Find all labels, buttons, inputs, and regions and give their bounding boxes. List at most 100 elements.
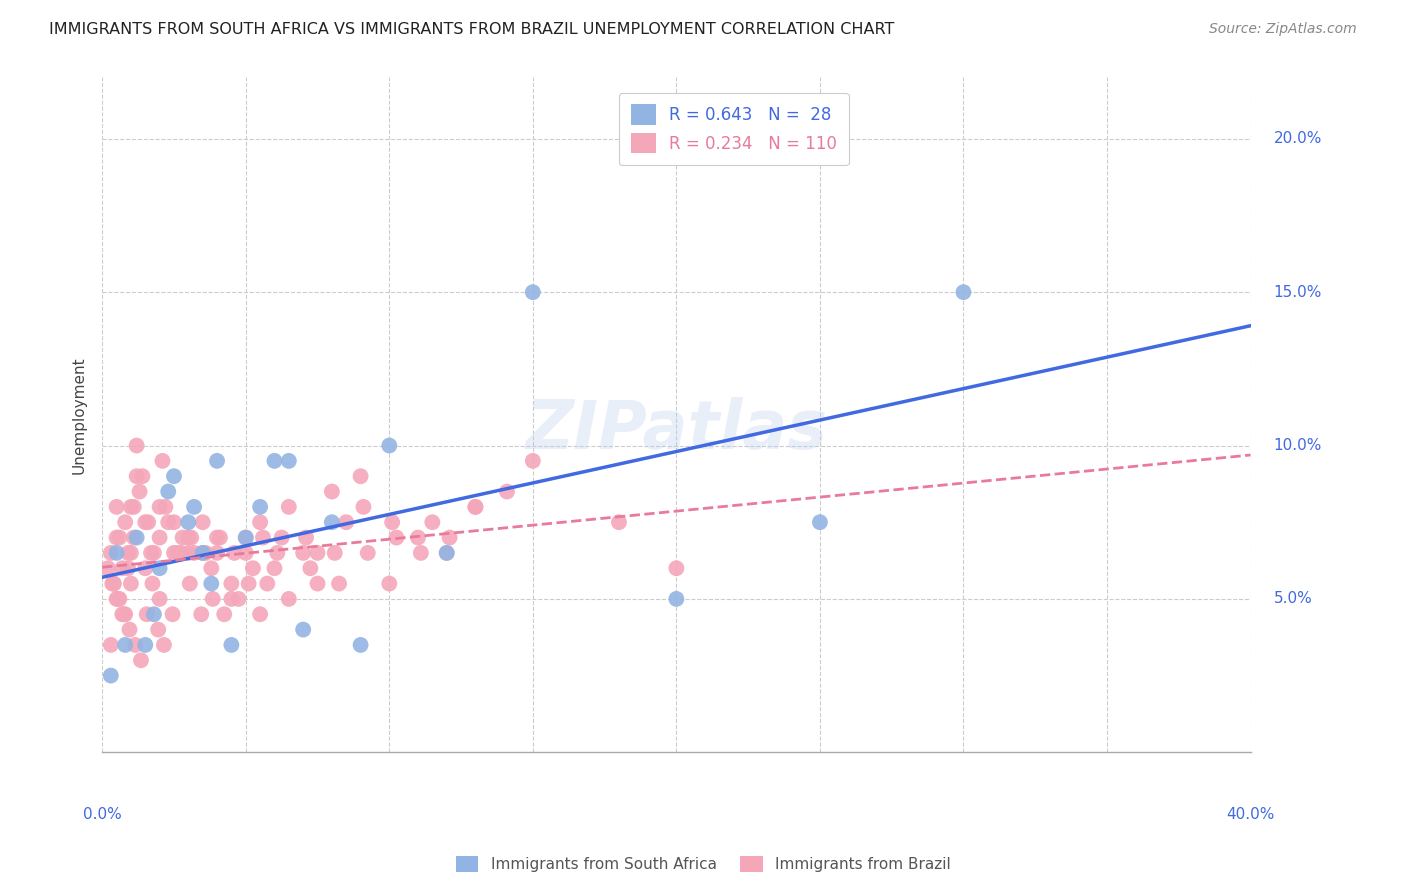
- Point: [191, 546, 214, 560]
- Point: [263, 561, 285, 575]
- Point: [436, 546, 458, 560]
- Point: [436, 546, 458, 560]
- Point: [108, 591, 131, 606]
- Point: [131, 469, 153, 483]
- Point: [200, 576, 222, 591]
- Point: [105, 531, 128, 545]
- Y-axis label: Unemployment: Unemployment: [72, 356, 86, 474]
- Point: [607, 515, 630, 529]
- Point: [153, 638, 176, 652]
- Point: [252, 531, 274, 545]
- Point: [464, 500, 486, 514]
- Point: [201, 591, 224, 606]
- Point: [136, 515, 159, 529]
- Text: 5.0%: 5.0%: [1274, 591, 1312, 607]
- Text: IMMIGRANTS FROM SOUTH AFRICA VS IMMIGRANTS FROM BRAZIL UNEMPLOYMENT CORRELATION : IMMIGRANTS FROM SOUTH AFRICA VS IMMIGRAN…: [49, 22, 894, 37]
- Point: [149, 531, 172, 545]
- Point: [422, 515, 444, 529]
- Text: Source: ZipAtlas.com: Source: ZipAtlas.com: [1209, 22, 1357, 37]
- Point: [177, 531, 200, 545]
- Point: [134, 515, 156, 529]
- Point: [249, 500, 271, 514]
- Point: [328, 576, 350, 591]
- Point: [406, 531, 429, 545]
- Point: [166, 546, 188, 560]
- Point: [249, 515, 271, 529]
- Point: [357, 546, 380, 560]
- Point: [100, 668, 122, 682]
- Point: [100, 638, 122, 652]
- Point: [157, 484, 180, 499]
- Point: [205, 546, 228, 560]
- Text: 15.0%: 15.0%: [1274, 285, 1322, 300]
- Point: [299, 561, 322, 575]
- Point: [111, 561, 134, 575]
- Point: [163, 469, 186, 483]
- Point: [194, 546, 217, 560]
- Point: [180, 531, 202, 545]
- Point: [665, 591, 688, 606]
- Point: [205, 454, 228, 468]
- Point: [177, 515, 200, 529]
- Point: [353, 500, 375, 514]
- Point: [235, 546, 257, 560]
- Point: [114, 638, 136, 652]
- Point: [105, 591, 128, 606]
- Point: [238, 576, 260, 591]
- Point: [270, 531, 292, 545]
- Point: [378, 438, 401, 452]
- Point: [212, 607, 235, 622]
- Point: [496, 484, 519, 499]
- Text: 20.0%: 20.0%: [1274, 131, 1322, 146]
- Point: [224, 546, 246, 560]
- Point: [124, 638, 146, 652]
- Point: [266, 546, 288, 560]
- Point: [381, 515, 404, 529]
- Point: [141, 576, 163, 591]
- Point: [295, 531, 318, 545]
- Point: [235, 531, 257, 545]
- Point: [292, 623, 315, 637]
- Point: [172, 531, 194, 545]
- Point: [163, 515, 186, 529]
- Point: [808, 515, 831, 529]
- Point: [120, 576, 142, 591]
- Point: [120, 500, 142, 514]
- Text: 0.0%: 0.0%: [83, 807, 121, 822]
- Point: [385, 531, 408, 545]
- Point: [162, 607, 184, 622]
- Point: [117, 546, 139, 560]
- Point: [149, 591, 172, 606]
- Point: [464, 500, 486, 514]
- Point: [321, 515, 343, 529]
- Point: [665, 561, 688, 575]
- Point: [183, 500, 205, 514]
- Point: [200, 561, 222, 575]
- Text: ZIPatlas: ZIPatlas: [526, 397, 827, 463]
- Point: [103, 576, 125, 591]
- Point: [148, 623, 170, 637]
- Point: [152, 454, 174, 468]
- Point: [190, 607, 212, 622]
- Point: [108, 531, 131, 545]
- Point: [221, 591, 243, 606]
- Point: [120, 546, 142, 560]
- Point: [522, 454, 544, 468]
- Text: 10.0%: 10.0%: [1274, 438, 1322, 453]
- Point: [256, 576, 278, 591]
- Point: [292, 546, 315, 560]
- Point: [191, 546, 214, 560]
- Point: [205, 531, 228, 545]
- Text: 40.0%: 40.0%: [1226, 807, 1275, 822]
- Point: [139, 546, 162, 560]
- Point: [170, 546, 193, 560]
- Point: [242, 561, 264, 575]
- Point: [125, 531, 148, 545]
- Point: [277, 591, 299, 606]
- Point: [323, 546, 346, 560]
- Point: [134, 638, 156, 652]
- Point: [142, 607, 165, 622]
- Point: [263, 454, 285, 468]
- Point: [522, 285, 544, 300]
- Point: [135, 607, 157, 622]
